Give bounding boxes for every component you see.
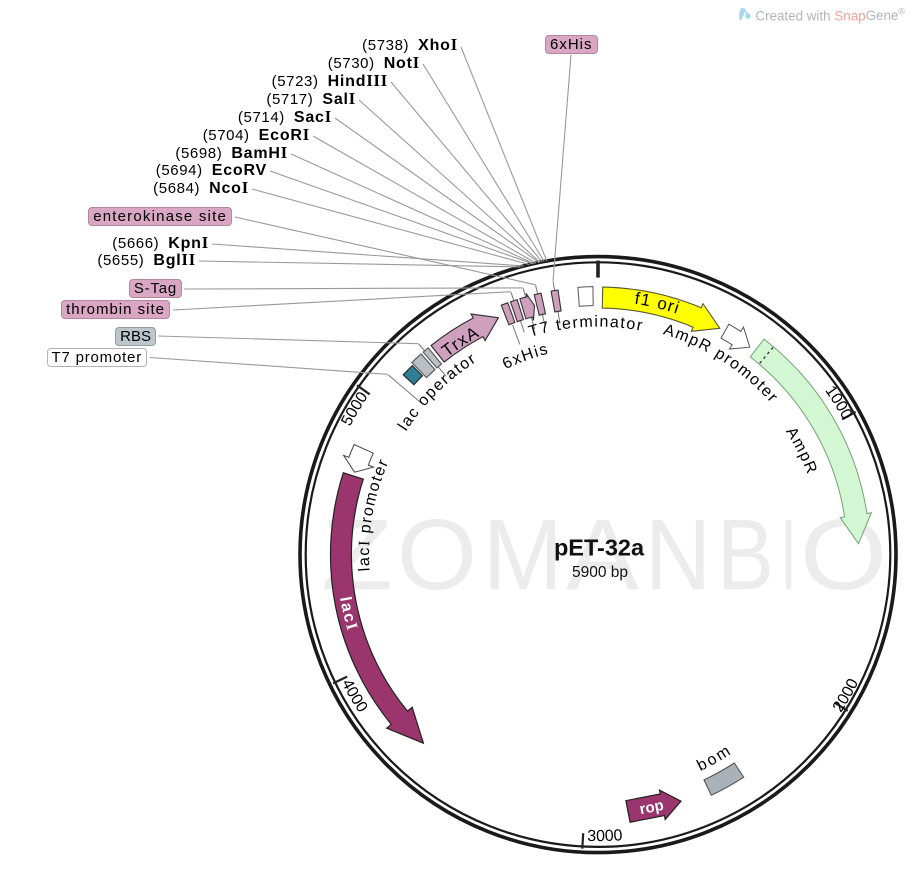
svg-text:M: M (483, 499, 563, 611)
svg-text:T7 terminator: T7 terminator (527, 314, 645, 341)
svg-text:3000: 3000 (587, 827, 623, 845)
svg-text:N: N (645, 499, 711, 611)
svg-text:O: O (800, 499, 887, 611)
svg-text:6xHis: 6xHis (500, 341, 551, 373)
svg-text:5900 bp: 5900 bp (572, 564, 628, 581)
svg-text:O: O (397, 499, 477, 611)
svg-text:rop: rop (638, 797, 665, 818)
svg-text:B: B (717, 499, 774, 611)
svg-text:2000: 2000 (830, 676, 862, 715)
svg-text:I: I (780, 499, 797, 611)
svg-text:pET-32a: pET-32a (554, 535, 645, 561)
svg-text:AmpR: AmpR (782, 424, 820, 477)
svg-text:A: A (566, 499, 639, 611)
svg-text:lacI: lac I (336, 595, 361, 633)
